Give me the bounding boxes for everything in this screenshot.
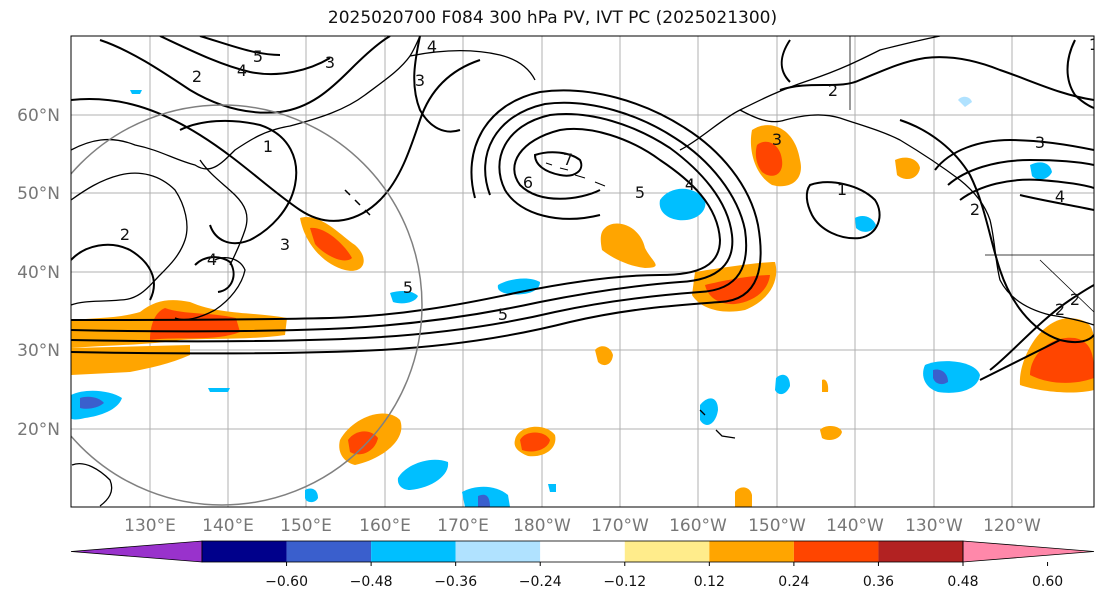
lat-label: 60°N: [17, 106, 60, 126]
map-title: 2025020700 F084 300 hPa PV, IVT PC (2025…: [327, 8, 778, 28]
lon-label: 160°W: [669, 516, 727, 536]
colorbar-segment: [371, 541, 456, 562]
colorbar-tick-label: 0.24: [778, 574, 809, 590]
contour-label: 3: [772, 130, 782, 149]
lat-label: 30°N: [17, 341, 60, 361]
contour-label: 5: [403, 278, 413, 297]
colorbar-outline: [201, 540, 964, 563]
colorbar-segment: [624, 541, 710, 562]
colorbar-segment: [286, 541, 372, 562]
contour-label: 2: [1070, 290, 1080, 309]
lat-label: 50°N: [17, 184, 60, 204]
colorbar-segment: [793, 541, 879, 562]
colorbar-segment: [455, 541, 541, 562]
contour-label: 2: [120, 225, 130, 244]
contour-label: 3: [415, 71, 425, 90]
contour-label: 2: [192, 67, 202, 86]
contour-label: 2: [828, 81, 838, 100]
contour-label: 3: [280, 235, 290, 254]
lon-label: 170°E: [437, 516, 489, 536]
colorbar-segment: [202, 541, 287, 562]
contour-label: 3: [325, 53, 335, 72]
colorbar-segment: [540, 541, 625, 562]
contour-label: 5: [635, 183, 645, 202]
contour-label: 4: [427, 37, 437, 56]
colorbar-tick-label: −0.48: [350, 574, 393, 590]
contour-label: 6: [523, 173, 533, 192]
contour-label: 7: [563, 150, 573, 169]
lat-label: 20°N: [17, 420, 60, 440]
contour-label: 5: [253, 47, 263, 66]
contour-label: 1: [837, 180, 847, 199]
coastlines: [71, 36, 1094, 507]
contour-label: 4: [207, 250, 217, 269]
contour-label: 5: [498, 305, 508, 324]
colorbar-tick-label: −0.60: [265, 574, 308, 590]
contour-label: 4: [685, 175, 695, 194]
latitude-labels: 60°N 50°N 40°N 30°N 20°N: [17, 106, 60, 440]
lon-label: 170°W: [591, 516, 649, 536]
colorbar-tick-label: 0.36: [863, 574, 894, 590]
lon-label: 150°W: [748, 516, 806, 536]
map-frame: [70, 35, 1095, 508]
colorbar-extend-low: [70, 540, 203, 563]
lon-label: 130°W: [905, 516, 963, 536]
colorbar-tick-label: 0.12: [694, 574, 725, 590]
colorbar-segment: [878, 541, 963, 562]
contour-label: 4: [1055, 187, 1065, 206]
lon-label: 120°W: [983, 516, 1041, 536]
lon-label: 140°E: [202, 516, 254, 536]
contour-label: 1: [263, 137, 273, 156]
contour-label: 3: [1035, 133, 1045, 152]
pv-contours: [71, 36, 1094, 381]
lon-label: 140°W: [826, 516, 884, 536]
colorbar-tick-label: −0.24: [519, 574, 562, 590]
region-circle: [71, 104, 423, 506]
colorbar-tick-label: −0.12: [603, 574, 646, 590]
longitude-labels: 130°E 140°E 150°E 160°E 170°E 180°W 170°W 160°W…: [124, 516, 1041, 536]
contour-label: 4: [237, 61, 247, 80]
lon-label: 150°E: [280, 516, 332, 536]
colorbar-labels: −0.60 −0.48 −0.36 −0.24 −0.12 0.12 0.24 0.36 0.4…: [265, 562, 1063, 590]
lon-label: 160°E: [359, 516, 411, 536]
lat-label: 40°N: [17, 263, 60, 283]
colorbar-tick-label: −0.36: [434, 574, 477, 590]
lon-label: 130°E: [124, 516, 176, 536]
contour-label: 2: [1055, 300, 1065, 319]
colorbar-tick-label: 0.60: [1032, 574, 1063, 590]
colorbar-extend-high: [962, 540, 1095, 563]
colorbar-tick-label: 0.48: [947, 574, 978, 590]
lon-label: 180°W: [513, 516, 571, 536]
contour-label: 2: [970, 200, 980, 219]
colorbar: [70, 540, 1095, 563]
colorbar-segment: [709, 541, 794, 562]
contour-label: 1: [1089, 35, 1099, 54]
